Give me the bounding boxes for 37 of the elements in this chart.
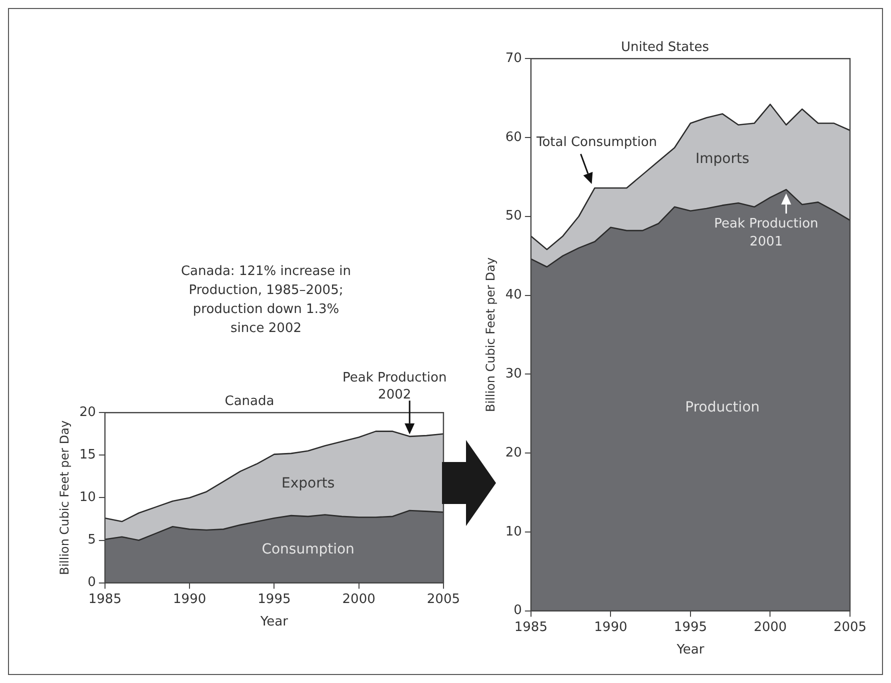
x-tick-label: 2005: [426, 592, 460, 607]
series-label: Production: [685, 400, 760, 416]
series-label: Exports: [281, 475, 335, 492]
y-tick-label: 10: [505, 524, 522, 540]
y-axis-title: Billion Cubic Feet per Day: [57, 420, 72, 576]
annotation: Peak Production 2001: [714, 216, 818, 250]
y-tick-label: 20: [505, 445, 522, 460]
annotation: Peak Production 2002: [342, 370, 447, 403]
y-tick-label: 30: [505, 366, 522, 382]
y-tick-label: 50: [505, 208, 522, 224]
x-tick-label: 1985: [88, 592, 122, 607]
x-tick-label: 1990: [594, 620, 628, 635]
y-axis-title: Billion Cubic Feet per Day: [483, 257, 498, 412]
text: Canada: 121% increase in Production, 1985–2005; production down 1.3% since 2002: [180, 263, 352, 338]
x-tick-label: 2005: [833, 620, 867, 635]
y-tick-label: 70: [505, 50, 522, 66]
chart-title: United States: [620, 40, 710, 56]
annotation: Total Consumption: [535, 134, 658, 150]
x-axis-title: Year: [676, 642, 705, 658]
x-tick-label: 2000: [754, 620, 787, 635]
y-tick-label: 0: [88, 575, 96, 590]
y-tick-label: 15: [79, 448, 96, 463]
x-tick-label: 1985: [514, 620, 548, 635]
y-tick-label: 5: [88, 532, 96, 548]
series-label: Imports: [695, 151, 750, 168]
x-axis-title: Year: [259, 614, 289, 630]
series-label: Consumption: [262, 541, 354, 558]
y-tick-label: 60: [505, 130, 522, 145]
x-tick-label: 1990: [173, 592, 206, 607]
y-tick-label: 40: [505, 288, 522, 303]
y-tick-label: 20: [79, 404, 96, 420]
x-tick-label: 2000: [342, 592, 376, 607]
chart-title: Canada: [224, 394, 274, 410]
y-tick-label: 0: [514, 603, 522, 618]
x-tick-label: 1995: [674, 620, 708, 635]
y-tick-label: 10: [79, 490, 96, 506]
x-tick-label: 1995: [258, 592, 291, 607]
